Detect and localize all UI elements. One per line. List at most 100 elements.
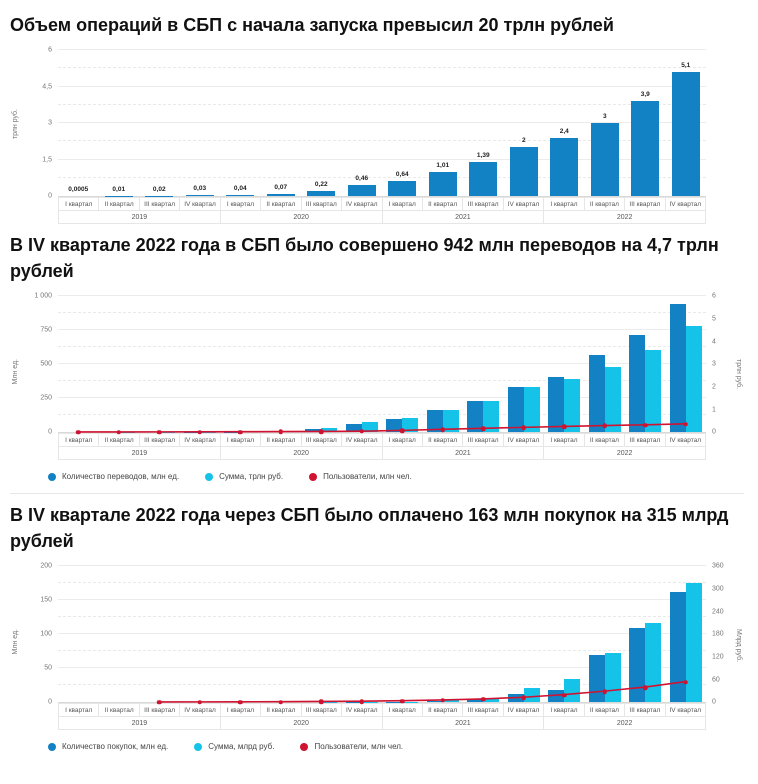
y-axis-tick-label: 0 [48,428,52,436]
bar [604,366,621,433]
right-axis-tick-label: 300 [712,585,724,593]
chart3-left-axis-label: Млн ед. [12,629,19,655]
year-label: 2022 [616,720,633,728]
line-point [683,421,688,427]
legend-dot [194,742,203,751]
y-axis-tick-label: 200 [40,562,52,570]
legend-item: Количество покупок, млн ед. [48,742,168,751]
line-point [76,430,81,435]
bar [240,431,257,433]
bar [507,386,524,433]
quarter-label: III квартал [463,434,504,447]
chart3-plot-area: 0 50 100 150 200 0 60 120 180 240 300 360 [40,563,723,706]
chart1-title: Объем операций в СБП с начала запуска пр… [10,15,614,35]
quarter-label: II квартал [585,434,626,447]
year-label: 2022 [616,214,633,222]
legend-item: Пользователи, млн чел. [300,742,403,751]
quarter-label: IV квартал [180,198,221,211]
year-label-row: 2019 2020 2021 2022 [58,716,706,731]
y-axis-tick-label: 250 [40,394,52,402]
quarter-label-row: I квартал II квартал III квартал IV квартал… [58,703,706,717]
bar [509,147,538,197]
quarter-label: II квартал [261,198,302,211]
bar [361,422,378,433]
line-point [157,700,162,705]
line-point [481,426,486,431]
legend-item: Количество переводов, млн ед. [48,472,179,481]
quarter-label: IV квартал [342,198,383,211]
bar [604,652,621,703]
bar [347,184,376,197]
quarter-label: IV квартал [669,707,702,715]
legend-label: Сумма, трлн руб. [219,472,284,482]
grid-line [58,363,706,365]
bar-value-label: 0,0005 [68,186,89,194]
line-point [400,698,405,704]
grid-line [58,295,706,297]
section-transfers: В IV квартале 2022 года в СБП было совер… [10,232,744,495]
quarter-label: IV квартал [504,704,545,717]
quarter-label: III квартал [302,434,343,447]
grid-line [58,599,706,601]
bar-value-label: 2,4 [559,127,569,135]
chart3-canvas: Млн ед. Млрд руб. 0 50 100 150 200 0 60 120 180 2… [10,563,744,752]
y-axis-tick-label: 500 [40,360,52,368]
quarter-label: I квартал [221,434,262,447]
quarter-label: IV квартал [669,437,702,445]
bar-value-label: 0,22 [314,180,328,188]
quarter-label-row: I квартал II квартал III квартал IV квартал… [58,433,706,447]
chart2-right-axis-label: трлн руб. [735,359,742,390]
line-point [481,697,486,702]
bar-value-label: 0,46 [355,174,369,182]
y-axis-tick-label: 50 [44,664,52,672]
line-point [238,429,243,435]
chart3-x-axis: I квартал II квартал III квартал IV квартал… [58,703,706,731]
grid-line-minor [58,414,706,416]
legend-item: Сумма, млрд руб. [194,742,274,751]
y-axis-tick-label: 6 [48,46,52,54]
quarter-label: II квартал [99,198,140,211]
quarter-label: I квартал [221,198,262,211]
bar [469,162,497,197]
chart2-title: В IV квартале 2022 года в СБП было совер… [10,235,719,282]
quarter-label: III квартал [302,198,343,211]
section-divider [10,493,744,495]
right-axis-tick-label: 6 [712,292,716,300]
quarter-label: II квартал [423,704,464,717]
right-axis-tick-label: 4 [712,338,716,346]
grid-line-minor [58,380,706,382]
bar [388,180,416,197]
quarter-label: I квартал [383,704,423,717]
year-label: 2020 [221,447,383,460]
bar-value-label: 5,1 [681,62,691,69]
legend-item: Сумма, трлн руб. [205,472,283,481]
section-volume: Объем операций в СБП с начала запуска пр… [10,12,744,225]
quarter-label: II квартал [585,704,626,717]
line-point [440,698,445,703]
quarter-label: III квартал [625,704,666,717]
grid-line [58,565,706,567]
legend-dot [48,472,56,481]
right-axis-tick-label: 2 [712,383,716,391]
bar-value-label: 0,03 [193,185,207,193]
legend-dot [300,742,309,751]
quarter-label: I квартал [544,434,585,447]
quarter-label: II квартал [423,198,464,211]
legend-dot [309,472,318,481]
bar [266,194,295,197]
quarter-label: IV квартал [504,198,545,211]
grid-line [58,397,706,399]
bar [550,137,578,197]
legend-dot [48,742,56,751]
quarter-label: III квартал [463,198,504,211]
y-axis-tick-label: 1,5 [42,156,52,164]
chart3-legend: Количество покупок, млн ед. Сумма, млрд р… [48,742,744,751]
y-axis-tick-label: 750 [40,326,52,334]
bar [523,387,540,433]
year-label-row: 2019 2020 2021 2022 [58,446,706,461]
chart3-title: В IV квартале 2022 года через СБП было о… [10,505,729,552]
bar [564,679,581,703]
chart2-legend: Количество переводов, млн ед. Сумма, трлн… [48,472,744,481]
right-axis-tick-label: 240 [712,608,724,616]
grid-line-minor [58,103,706,105]
